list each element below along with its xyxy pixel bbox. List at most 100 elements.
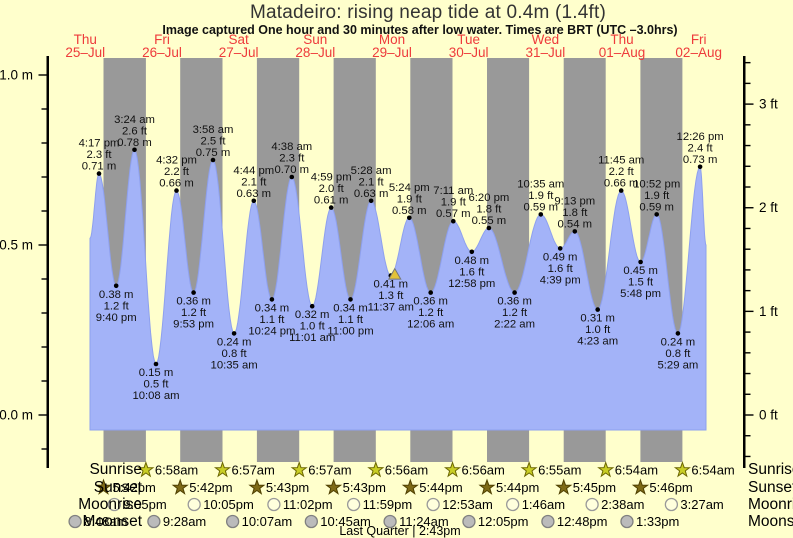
chart-subtitle: Image captured One hour and 30 minutes a… (162, 23, 678, 37)
tide-event-label: 0.15 m 0.5 ft 10:08 am (132, 367, 179, 402)
tide-event-label: 4:17 pm 2.3 ft 0.71 m (79, 138, 120, 173)
day-date-label: 30–Jul (449, 45, 489, 60)
day-date-label: 28–Jul (295, 45, 335, 60)
sunset-time: 5:43pm (266, 480, 309, 495)
sunset-star-icon (555, 478, 573, 495)
sunrise-star-icon (520, 460, 538, 478)
moonset-time: 12:48pm (557, 514, 608, 529)
day-weekday-label: Sat (229, 32, 250, 47)
sunset-time: 5:46pm (649, 480, 692, 495)
sunrise-time: 6:54am (691, 463, 734, 478)
tide-event-dot (557, 246, 563, 251)
moonset-circle-icon (304, 514, 318, 529)
sunset-star-icon (94, 478, 113, 495)
tide-event-dot (328, 205, 334, 210)
sunrise-row-label-left: Sunrise (89, 461, 142, 478)
sunrise-star-icon (673, 460, 691, 478)
tide-event-dot (572, 229, 578, 234)
sunrise-star-icon (290, 460, 308, 478)
tide-event-dot (132, 147, 137, 153)
sunset-row-label-left: Sunset (93, 478, 142, 496)
sunset-star-icon (325, 478, 343, 495)
moonrise-time: 12:53am (442, 497, 493, 512)
tide-event-label: 4:38 am 2.3 ft 0.70 m (271, 141, 312, 176)
moonset-circle-icon (383, 514, 397, 529)
right-axis (743, 56, 746, 468)
tide-event-label: 0.32 m 1.0 ft 11:01 am (289, 309, 335, 344)
y-axis-label-right: 2 ft (759, 200, 778, 215)
tide-event-dot (407, 215, 412, 221)
sunset-star-icon (171, 478, 189, 495)
tide-event-label: 5:28 am 2.1 ft 0.63 m (351, 165, 392, 200)
day-date-label: 01–Aug (599, 45, 646, 60)
sunrise-star-icon (597, 460, 615, 478)
sunset-time: 5:42pm (113, 480, 156, 495)
day-weekday-label: Thu (74, 32, 97, 47)
sunrise-star-icon (213, 460, 232, 478)
y-axis-label-left: 1.0 m (0, 68, 33, 83)
sunrise-time: 6:57am (308, 463, 351, 478)
sunrise-star-icon (443, 460, 462, 478)
sunrise-time: 6:56am (462, 463, 505, 478)
tide-event-dot (368, 198, 374, 204)
moonset-time: 11:24am (399, 514, 449, 529)
sunrise-time: 6:54am (615, 463, 658, 478)
moonrise-time: 3:27am (680, 497, 723, 512)
sunrise-star-icon (137, 460, 155, 478)
current-time-marker (387, 267, 402, 280)
moonset-row-label-left: Moonset (82, 512, 142, 530)
day-weekday-label: Fri (154, 32, 170, 47)
tide-event-label: 0.36 m 1.2 ft 9:53 pm (173, 296, 214, 331)
tide-event-dot (210, 157, 216, 163)
tide-event-dot (153, 361, 159, 367)
sunset-star-icon (401, 478, 419, 495)
tide-event-label: 12:26 pm 2.4 ft 0.73 m (677, 131, 724, 166)
day-date-label: 27–Jul (219, 45, 259, 60)
moonset-time: 10:07am (242, 514, 293, 529)
tide-event-dot (486, 225, 492, 231)
tide-event-dot (654, 212, 659, 217)
tide-event-dot (595, 307, 600, 312)
moonrise-circle-icon (585, 497, 599, 512)
tide-events: 4:17 pm 2.3 ft 0.71 m 0.38 m 1.2 ft 9:40 pm 3:… (79, 114, 724, 402)
day-date-label: 26–Jul (142, 45, 182, 60)
moonrise-time: 9:05pm (123, 497, 166, 512)
tide-event-dot (675, 331, 681, 336)
tide-event-label: 4:44 pm 2.1 ft 0.63 m (233, 165, 274, 200)
moonrise-time: 2:38am (601, 497, 644, 512)
y-axis-label-left: 0.0 m (0, 408, 33, 423)
day-labels: Thu25–JulFri26–JulSat27–JulSun28–JulMon2… (65, 32, 722, 60)
moonset-circle-icon (225, 514, 240, 529)
tide-event-dot (191, 290, 196, 295)
moonset-circle-icon (541, 514, 555, 529)
day-date-label: 02–Aug (675, 45, 722, 60)
tide-event-dot (428, 290, 434, 295)
tide-event-dot (96, 171, 102, 176)
sunset-star-icon (248, 478, 266, 495)
tide-event-label: 0.49 m 1.6 ft 4:39 pm (540, 251, 581, 286)
tide-event-label: 11:45 am 2.2 ft 0.66 m (598, 155, 644, 190)
tide-event-label: 0.24 m 0.8 ft 5:29 am (657, 336, 698, 371)
moonset-time: 9:28am (163, 514, 206, 529)
moonrise-circle-icon (346, 497, 361, 512)
y-axis-label-left: 0.5 m (0, 238, 33, 253)
sunrise-time: 6:56am (385, 463, 428, 478)
day-weekday-label: Thu (610, 32, 633, 47)
day-weekday-label: Mon (379, 32, 405, 47)
tide-event-dot (113, 283, 119, 289)
moonrise-time: 1:46am (522, 497, 565, 512)
moon-phase-label: Last Quarter | 2:43pm (339, 524, 461, 538)
sunset-row-label-right: Sunset (748, 478, 793, 496)
tide-event-label: 0.31 m 1.0 ft 4:23 am (577, 313, 618, 348)
moonset-row-label-right: Moonset (748, 512, 793, 530)
moonset-circle-icon (147, 514, 161, 529)
sunrise-time: 6:55am (538, 463, 581, 478)
page-title: Matadeiro: rising neap tide at 0.4m (1.4… (249, 2, 607, 23)
tide-event-dot (174, 188, 179, 193)
sunset-time: 5:45pm (573, 480, 616, 495)
day-date-label: 25–Jul (65, 45, 105, 60)
moonset-time: 8:48am (84, 514, 127, 529)
tide-event-label: 0.34 m 1.1 ft 10:24 pm (248, 302, 295, 337)
tide-event-dot (289, 174, 295, 180)
sunset-time: 5:44pm (496, 480, 539, 495)
